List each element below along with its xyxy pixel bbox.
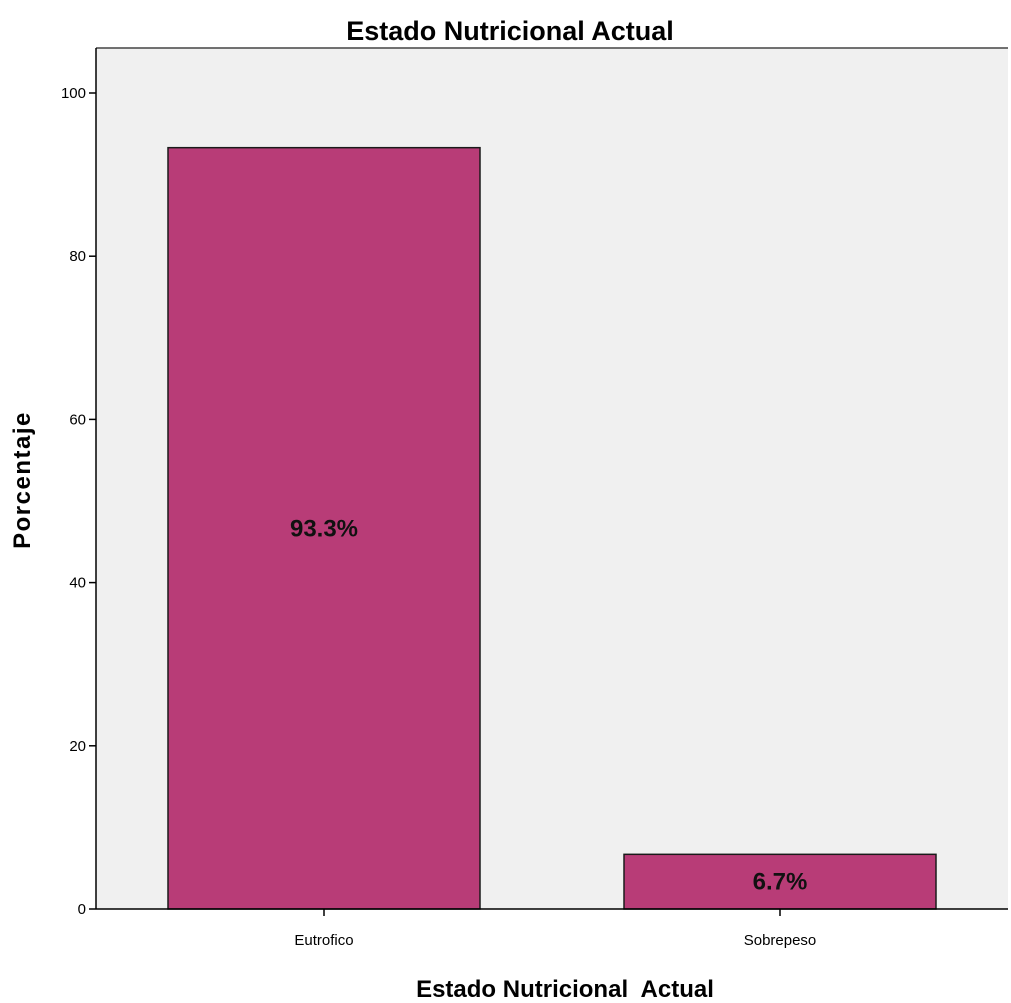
y-axis-ticks: 0 20 40 60 80 100 [61, 85, 96, 918]
y-tick-label: 40 [69, 575, 86, 592]
data-labels: 93.3% 6.7% [290, 515, 807, 895]
data-label: 93.3% [290, 515, 358, 542]
bar-eutrofico [167, 146, 481, 910]
data-label: 6.7% [753, 869, 808, 896]
y-tick-label: 0 [78, 901, 86, 918]
x-tick-label: Sobrepeso [744, 932, 817, 949]
x-axis-title: Estado Nutricional Actual [416, 976, 714, 1003]
y-tick-label: 80 [69, 248, 86, 265]
y-axis-title: Porcentaje [9, 411, 36, 549]
y-tick-label: 20 [69, 738, 86, 755]
chart-title: Estado Nutricional Actual [346, 16, 674, 46]
x-tick-label: Eutrofico [294, 932, 353, 949]
y-tick-label: 100 [61, 85, 86, 102]
y-tick-label: 60 [69, 411, 86, 428]
x-axis-ticks: Eutrofico Sobrepeso [294, 909, 816, 949]
bars [167, 146, 937, 910]
